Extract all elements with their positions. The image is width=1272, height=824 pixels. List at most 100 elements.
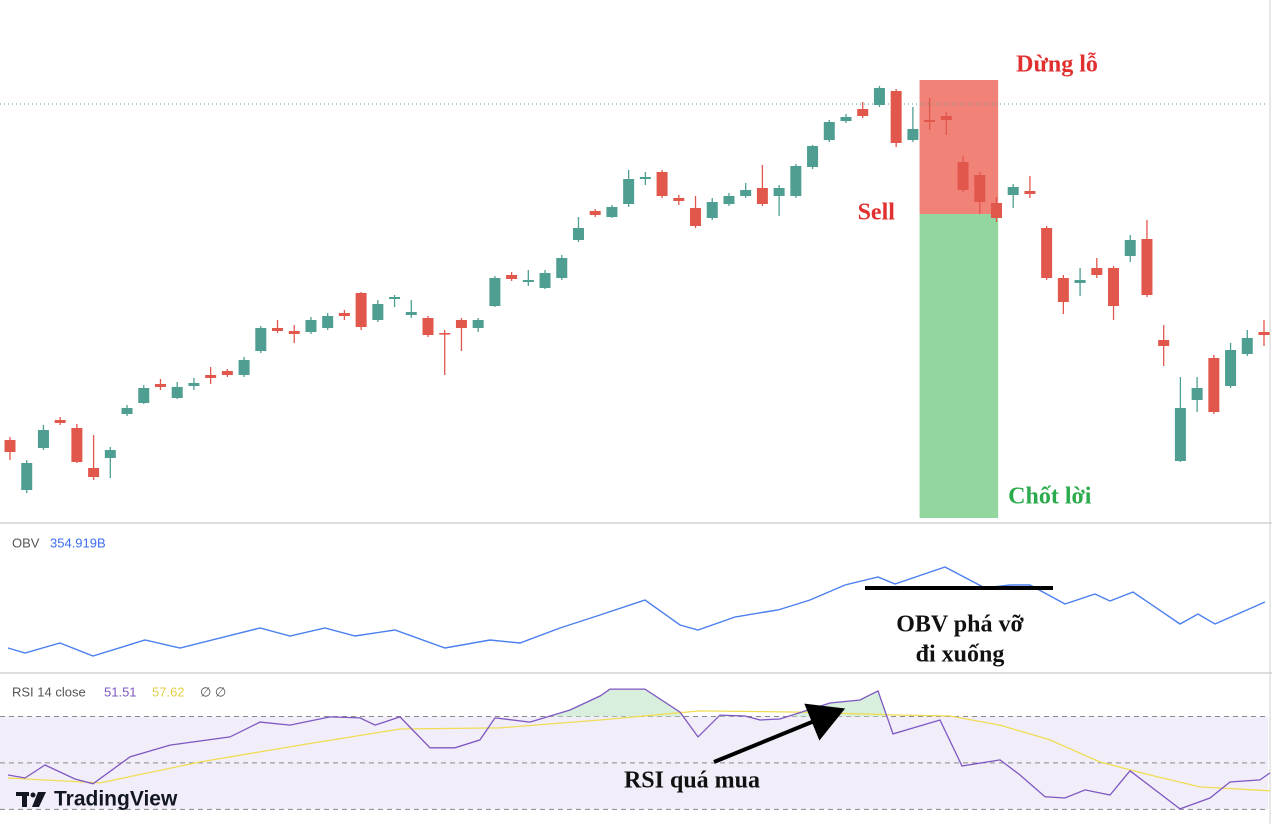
candle-body [472,320,484,328]
obv-annotation: OBV phá vỡ [896,612,1024,638]
candle-body [1041,228,1053,278]
logo-part [22,792,27,807]
candle-body [88,468,100,477]
obv-line [7,566,1266,657]
candle-body [656,172,668,196]
candle-body [1241,338,1253,354]
candle-body [539,273,551,288]
candle-body [1208,358,1220,412]
overbought-fill [548,689,887,717]
candle-body [823,122,835,140]
brand: TradingView [16,788,178,811]
candle-body [238,360,250,375]
candle-body [54,420,66,423]
candle-body [1191,388,1203,400]
candle-body [37,430,49,448]
candle-body [606,207,618,217]
logo-part [30,792,36,798]
candle-body [439,333,451,335]
candle-body [1141,239,1153,295]
candle-body [890,91,902,143]
candle-body [673,198,685,201]
candle-body [572,228,584,240]
candle-body [1174,408,1186,461]
obv-annotation: đi xuống [916,642,1005,668]
rsi-extra: ∅ ∅ [200,684,226,699]
candle-body [857,109,869,116]
candle-body [639,177,651,179]
candle-body [556,258,568,278]
candle-body [790,166,802,196]
candle-body [940,116,952,120]
stop-loss-zone [919,80,999,214]
candle-body [355,293,367,327]
candle-body [990,203,1002,218]
candle-body [489,278,501,306]
candle-body [723,196,735,204]
candle-body [121,408,133,414]
candle-body [422,318,434,335]
candle-body [924,120,936,122]
candle-body [1258,332,1270,335]
candle-body [405,312,417,315]
candle-body [4,440,16,452]
candle-body [1158,340,1170,346]
candle-body [322,316,334,328]
candle-body [104,450,116,458]
candle-body [272,328,284,331]
candle-body [1057,278,1069,302]
rsi-line [7,688,1271,810]
candle-body [873,88,885,105]
candle-body [706,202,718,218]
candle-body [138,388,150,403]
rsi-value: 51.51 [104,684,137,699]
stop-label: Dừng lỗ [1016,52,1098,78]
candle-body [1024,191,1036,194]
candle-body [1091,268,1103,275]
candle-body [305,320,317,332]
candle-body [21,463,33,490]
candle-body [171,387,183,398]
candle-body [974,175,986,202]
candle-body [71,428,83,462]
candle-body [840,117,852,121]
candle-body [506,275,518,279]
candle-body [773,188,785,196]
candle-body [1225,350,1237,386]
candle-body [957,162,969,190]
candle-body [740,190,752,196]
candle-body [1124,240,1136,256]
candle-body [756,188,768,204]
candle-body [623,179,635,204]
candle-body [221,371,233,375]
candle-body [338,313,350,316]
candle-body [372,304,384,320]
annotation-arrow [713,703,846,764]
candle-body [690,208,702,226]
candle-body [589,211,601,215]
candle-body [1074,280,1086,283]
candle-body [188,383,200,386]
obv-title: OBV [12,535,40,550]
candle-body [205,375,217,378]
candle-body [1108,268,1120,306]
brand-name: TradingView [54,788,178,811]
candle-body [1007,187,1019,195]
logo-part [32,792,46,807]
rsi-annotation: RSI quá mua [624,768,760,794]
candle-body [154,384,166,387]
candle-body [288,331,300,334]
obv-value: 354.919B [50,535,106,550]
take-profit-zone [919,214,999,518]
candle-body [522,280,534,282]
target-label: Chốt lời [1008,484,1092,510]
candle-body [255,328,267,351]
candle-body [807,146,819,167]
entry-label: Sell [858,200,896,226]
candle-body [455,320,467,328]
rsi-ma-value: 57.62 [152,684,185,699]
candle-body [907,129,919,140]
rsi-title: RSI 14 close [12,684,86,699]
